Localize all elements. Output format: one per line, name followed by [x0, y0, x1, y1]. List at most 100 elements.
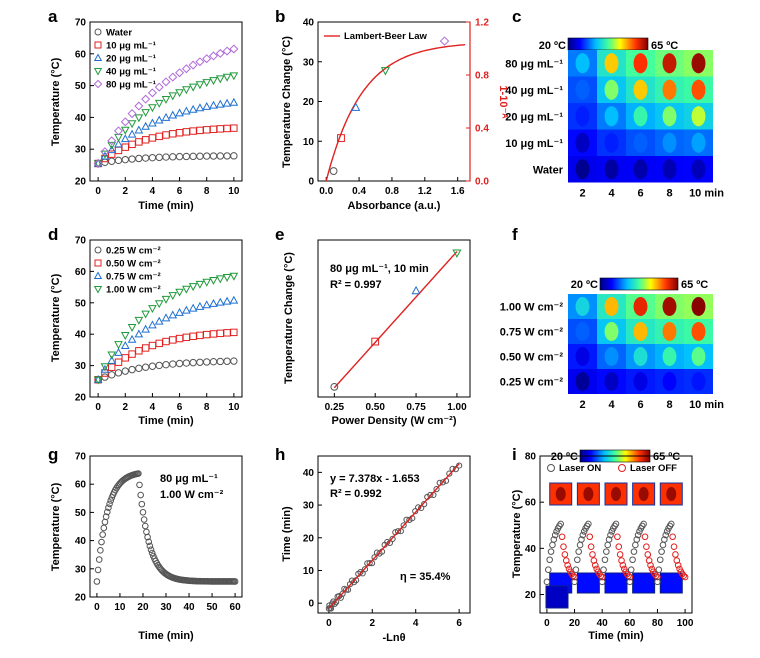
- data-point: [230, 152, 238, 160]
- y-tick-label: 0.4: [475, 124, 489, 135]
- thermal-image-hotspot: [666, 487, 677, 501]
- data-point: [161, 77, 171, 87]
- annotation-power: 1.00 W cm⁻²: [160, 489, 224, 501]
- data-point-laser-on: [553, 528, 560, 535]
- data-point: [134, 101, 144, 111]
- data-point: [203, 152, 211, 160]
- y-tick-label: 60: [75, 49, 87, 60]
- x-tick-label: 4: [150, 402, 156, 413]
- heatmap-hotspot: [633, 297, 648, 316]
- data-point: [182, 359, 191, 367]
- data-point-laser-off: [560, 543, 567, 551]
- data-point: [144, 533, 151, 541]
- data-point: [93, 160, 103, 169]
- heatmap-hotspot: [604, 372, 619, 391]
- y-axis-title: Temperature Change (°C): [281, 36, 293, 168]
- data-point-laser-on: [600, 566, 607, 573]
- data-point: [141, 109, 150, 118]
- data-point: [93, 578, 101, 585]
- x-tick-label: 0.4: [352, 186, 366, 197]
- data-point: [202, 101, 212, 110]
- data-point: [141, 310, 150, 319]
- data-point: [175, 108, 184, 117]
- data-point: [366, 560, 373, 567]
- data-point-laser-off: [618, 557, 625, 564]
- data-point: [141, 154, 150, 162]
- x-tick-label: 50: [206, 602, 218, 613]
- data-point: [168, 292, 178, 301]
- y-tick-label: 40: [75, 113, 87, 124]
- data-point: [148, 153, 157, 162]
- x-tick-label: 8: [204, 186, 210, 197]
- data-point-laser-on: [598, 578, 606, 586]
- data-point-laser-on: [627, 566, 635, 573]
- data-point: [120, 117, 130, 127]
- annotation-concentration: 80 μg mL⁻¹, 10 min: [330, 263, 429, 275]
- data-point-laser-off: [614, 533, 621, 541]
- heatmap-hotspot: [662, 79, 677, 100]
- x-tick-label: 20: [137, 602, 149, 613]
- x-tick-label: 6: [456, 618, 462, 629]
- y-axis-title: Temperature (°C): [50, 482, 62, 571]
- y-tick-label: 20: [303, 533, 315, 544]
- colorbar-min-label: 20 ºC: [539, 40, 566, 52]
- y-tick-label: 30: [303, 501, 315, 512]
- x-tick-label: 20: [569, 618, 581, 629]
- data-point-laser-on: [544, 566, 552, 573]
- thermal-image-off: [632, 572, 656, 594]
- data-point: [195, 280, 205, 289]
- col-label: 6: [637, 188, 643, 200]
- heatmap-hotspot: [633, 347, 648, 366]
- row-label: 0.75 W cm⁻²: [500, 327, 564, 339]
- data-point: [141, 121, 150, 130]
- data-point: [101, 158, 109, 166]
- y-tick-label: 70: [75, 236, 87, 247]
- data-point: [394, 528, 402, 535]
- y-tick-label: 30: [75, 361, 87, 372]
- legend-marker-laser-off: [618, 464, 626, 472]
- heatmap-hotspot: [633, 322, 648, 341]
- data-point: [337, 134, 345, 142]
- data-point: [148, 362, 157, 370]
- data-point: [121, 354, 129, 362]
- x-axis-title: Time (min): [138, 630, 194, 642]
- data-point: [389, 535, 396, 543]
- col-label: 4: [608, 399, 615, 411]
- data-point: [155, 132, 163, 141]
- data-point-laser-off: [619, 561, 627, 569]
- thermal-image-hotspot: [638, 487, 649, 501]
- data-point: [223, 357, 231, 365]
- data-point: [169, 153, 177, 161]
- data-point: [181, 64, 191, 74]
- data-point: [101, 518, 109, 526]
- data-point: [182, 152, 191, 161]
- panel-label-g: g: [48, 445, 58, 464]
- right-axis-title: 1-10⁻ᴬ: [497, 85, 509, 119]
- data-point-laser-on: [601, 556, 609, 564]
- data-point-laser-off: [587, 543, 595, 551]
- data-point: [351, 102, 361, 111]
- data-point: [161, 95, 171, 104]
- data-point: [169, 130, 177, 138]
- data-point-laser-on: [661, 536, 668, 543]
- data-point: [154, 82, 164, 92]
- data-point-laser-off: [597, 572, 605, 580]
- x-tick-label: 0.25: [325, 402, 345, 413]
- data-point: [148, 104, 157, 113]
- legend-marker: [93, 286, 103, 294]
- heatmap-hotspot: [604, 79, 619, 100]
- data-point: [148, 320, 157, 329]
- data-point: [216, 329, 224, 338]
- data-point: [216, 357, 224, 366]
- data-point: [215, 48, 225, 58]
- panel-label-i: i: [512, 445, 517, 464]
- data-point: [108, 157, 116, 165]
- y-axis-title: Temperature (°C): [50, 273, 62, 362]
- heatmap-hotspot: [604, 347, 619, 366]
- data-point: [412, 508, 419, 515]
- panel-label-f: f: [512, 225, 518, 244]
- data-point: [127, 323, 137, 332]
- data-point: [188, 60, 198, 70]
- plot-frame: [317, 239, 471, 398]
- data-point: [189, 152, 197, 161]
